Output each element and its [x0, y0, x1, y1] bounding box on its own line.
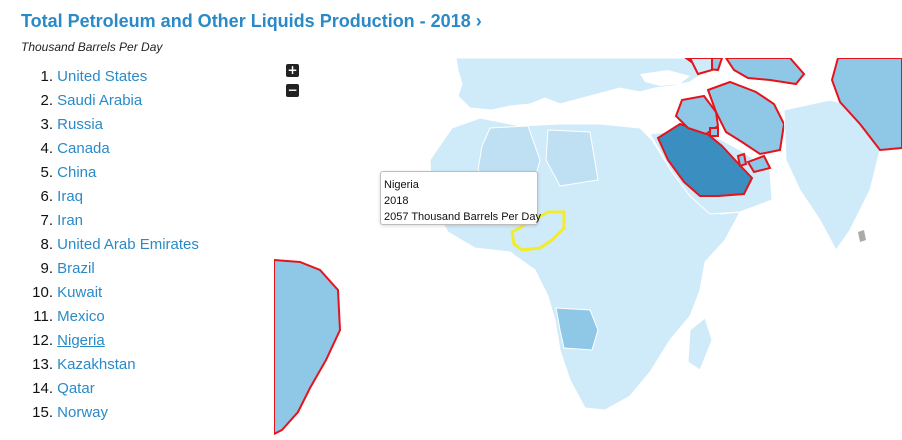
madagascar[interactable]	[687, 317, 713, 371]
country-link-mexico[interactable]: Mexico	[57, 308, 105, 325]
list-item: 3. Russia	[20, 115, 199, 139]
country-link-russia[interactable]: Russia	[57, 116, 104, 133]
libya[interactable]	[545, 129, 599, 187]
top-producers-list: 1. United States 2. Saudi Arabia 3. Russ…	[20, 67, 199, 427]
angola[interactable]	[555, 307, 599, 351]
kuwait[interactable]	[709, 127, 719, 137]
zoom-in-button[interactable]: +	[286, 63, 299, 77]
norway[interactable]	[688, 58, 713, 76]
map-tooltip: Nigeria 2018 2057 Thousand Barrels Per D…	[380, 171, 541, 225]
rank-number: 5.	[40, 164, 53, 181]
tooltip-value: 2057 Thousand Barrels Per Day	[384, 211, 541, 223]
list-item: 9. Brazil	[20, 259, 199, 283]
list-item: 6. Iraq	[20, 187, 199, 211]
nigeria[interactable]	[510, 210, 566, 252]
rank-number: 13.	[32, 356, 53, 373]
country-link-iraq[interactable]: Iraq	[57, 188, 84, 205]
chart-title[interactable]: Total Petroleum and Other Liquids Produc…	[21, 11, 482, 31]
list-item: 2. Saudi Arabia	[20, 91, 199, 115]
black-sea	[640, 70, 690, 86]
list-item: 13. Kazakhstan	[20, 355, 199, 379]
rank-number: 4.	[40, 140, 53, 157]
country-link-united-states[interactable]: United States	[57, 68, 148, 85]
united-arab-emirates[interactable]	[746, 154, 772, 174]
country-link-canada[interactable]: Canada	[57, 140, 110, 157]
rank-number: 6.	[40, 188, 53, 205]
mediterranean-sea	[488, 98, 652, 126]
country-link-kuwait[interactable]: Kuwait	[57, 284, 103, 301]
rank-number: 15.	[32, 404, 53, 421]
rank-number: 10.	[32, 284, 53, 301]
rank-number: 7.	[40, 212, 53, 229]
country-link-united-arab-emirates[interactable]: United Arab Emirates	[57, 236, 199, 253]
rank-number: 8.	[40, 236, 53, 253]
tooltip-year: 2018	[384, 195, 409, 207]
list-item: 4. Canada	[20, 139, 199, 163]
iran[interactable]	[706, 80, 786, 156]
rank-number: 14.	[32, 380, 53, 397]
list-item: 5. China	[20, 163, 199, 187]
brazil[interactable]	[274, 258, 342, 436]
list-item: 7. Iran	[20, 211, 199, 235]
list-item: 14. Qatar	[20, 379, 199, 403]
world-map[interactable]	[274, 58, 902, 440]
country-link-nigeria[interactable]: Nigeria	[57, 332, 105, 349]
rank-number: 3.	[40, 116, 53, 133]
country-link-qatar[interactable]: Qatar	[57, 380, 95, 397]
country-link-china[interactable]: China	[57, 164, 97, 181]
country-link-saudi-arabia[interactable]: Saudi Arabia	[57, 92, 143, 109]
tooltip-country: Nigeria	[384, 179, 419, 191]
europe-region[interactable]	[455, 58, 721, 111]
country-link-brazil[interactable]: Brazil	[57, 260, 95, 277]
sri-lanka	[858, 230, 866, 242]
list-item: 1. United States	[20, 67, 199, 91]
china[interactable]	[830, 58, 902, 152]
country-link-kazakhstan[interactable]: Kazakhstan	[57, 356, 136, 373]
list-item: 15. Norway	[20, 403, 199, 427]
rank-number: 1.	[40, 68, 53, 85]
rank-number: 11.	[33, 308, 53, 325]
chart-subtitle: Thousand Barrels Per Day	[21, 40, 163, 54]
qatar[interactable]	[736, 152, 748, 168]
rank-number: 2.	[40, 92, 53, 109]
kazakhstan[interactable]	[724, 58, 806, 86]
rank-number: 12.	[32, 332, 53, 349]
list-item: 10. Kuwait	[20, 283, 199, 307]
country-link-norway[interactable]: Norway	[57, 404, 109, 421]
list-item: 12. Nigeria	[20, 331, 199, 355]
zoom-out-button[interactable]: −	[286, 83, 299, 97]
rank-number: 9.	[40, 260, 53, 277]
list-item: 8. United Arab Emirates	[20, 235, 199, 259]
list-item: 11. Mexico	[20, 307, 199, 331]
country-link-iran[interactable]: Iran	[57, 212, 84, 229]
